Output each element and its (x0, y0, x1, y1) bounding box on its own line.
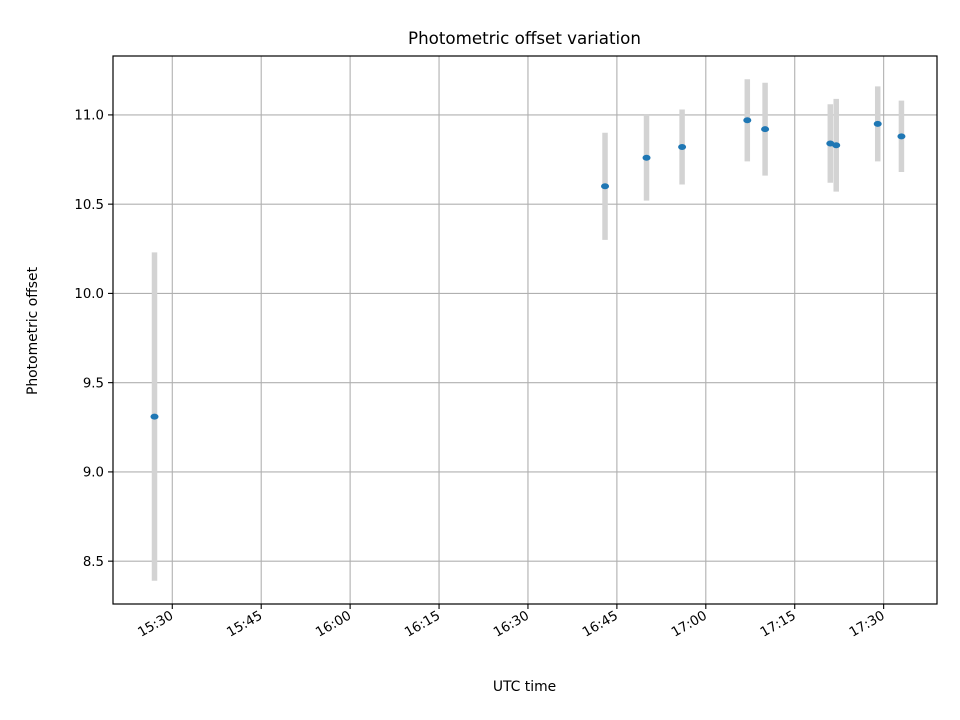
data-point (743, 117, 752, 124)
data-point (601, 183, 610, 190)
y-tick-label: 10.5 (74, 198, 104, 213)
y-axis-title: Photometric offset (25, 266, 41, 395)
y-tick-label: 9.5 (83, 376, 104, 391)
grid-lines (113, 56, 937, 604)
y-tick-label: 9.0 (83, 466, 104, 481)
y-tick-label: 11.0 (74, 109, 104, 124)
x-axis-title: UTC time (493, 679, 556, 695)
data-points (150, 117, 906, 420)
plot-area (112, 55, 938, 605)
data-point (678, 144, 687, 151)
chart-title: Photometric offset variation (408, 28, 641, 48)
data-point (897, 133, 906, 140)
data-point (150, 413, 159, 420)
data-point (832, 142, 841, 149)
y-tick-label: 10.0 (74, 287, 104, 302)
data-point (642, 154, 651, 161)
y-tick-label: 8.5 (83, 555, 104, 570)
data-point (761, 126, 770, 133)
data-point (873, 120, 882, 127)
